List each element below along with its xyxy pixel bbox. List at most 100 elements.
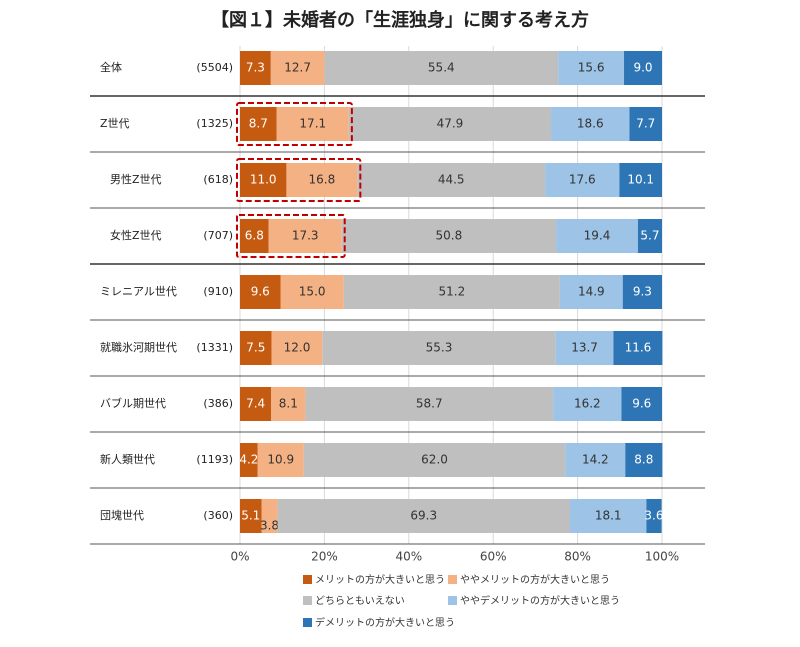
bar-segment [637,219,662,253]
data-label: 7.4 [246,397,265,411]
bar-segment [240,387,272,421]
bar-segment [240,331,272,365]
highlight-box [236,102,353,146]
data-label: 58.7 [416,397,443,411]
x-tick-label: 40% [395,550,422,564]
data-label: 18.6 [577,117,604,131]
bar-segment [348,107,552,141]
legend-label: どちらともいえない [315,595,405,607]
bar-segment [303,443,566,477]
bar-segment [559,275,623,309]
data-label: 9.0 [633,61,652,75]
data-label: 8.8 [634,453,653,467]
data-label: 18.1 [595,509,622,523]
data-label: 5.7 [640,229,659,243]
bar-segment [619,163,662,197]
data-label: 44.5 [438,173,465,187]
sample-size-label: (707) [203,229,233,242]
data-label: 9.6 [632,397,651,411]
data-label: 7.7 [636,117,655,131]
bar-segment [271,331,323,365]
bar-segment [240,51,271,85]
data-label: 11.6 [625,341,652,355]
data-label: 17.3 [292,229,319,243]
category-label: 男性Z世代 [110,172,162,186]
data-label: 9.3 [633,285,652,299]
data-label: 15.6 [578,61,605,75]
bar-segment [271,387,306,421]
bar-segment [240,219,269,253]
bar-segment [613,331,663,365]
data-label: 6.8 [245,229,264,243]
data-label: 55.3 [426,341,453,355]
legend-swatch [448,575,457,584]
bar-segment [570,499,647,533]
bar-segment [324,51,559,85]
bar-segment [240,107,277,141]
legend-label: ややデメリットの方が大きいと思う [460,594,620,607]
data-label: 10.9 [267,453,294,467]
bar-segment [277,499,571,533]
category-label: Z世代 [100,117,130,130]
data-label: 14.2 [582,453,609,467]
bar-segment [646,499,662,533]
bar-segment [268,219,342,253]
data-label: 69.3 [410,509,437,523]
legend-swatch [448,596,457,605]
bar-segment [276,107,349,141]
legend-swatch [303,575,312,584]
x-tick-label: 60% [480,550,507,564]
data-label: 8.7 [249,117,268,131]
data-label: 7.5 [246,341,265,355]
data-label: 11.0 [250,173,277,187]
bar-segment [240,275,281,309]
data-label: 3.8 [260,519,279,533]
bar-segment [270,51,325,85]
data-label: 13.7 [571,341,598,355]
sample-size-label: (1331) [196,341,233,354]
category-label: 女性Z世代 [110,228,162,242]
bar-segment [553,387,622,421]
legend-label: デメリットの方が大きいと思う [315,616,455,629]
bar-segment [343,275,560,309]
x-tick-label: 100% [645,550,679,564]
bar-segment [625,443,663,477]
data-label: 14.9 [578,285,605,299]
data-label: 5.1 [241,509,260,523]
data-label: 12.0 [284,341,311,355]
data-label: 10.1 [627,173,654,187]
bar-segment [622,275,662,309]
bar-segment [322,331,556,365]
bar-segment [261,499,278,533]
data-label: 47.9 [437,117,464,131]
bar-segment [551,107,630,141]
x-tick-label: 0% [230,550,249,564]
sample-size-label: (910) [203,285,233,298]
legend-swatch [303,618,312,627]
bar-segment [341,219,557,253]
data-label: 51.2 [438,285,465,299]
sample-size-label: (1325) [196,117,233,130]
bar-segment [305,387,554,421]
data-label: 12.7 [284,61,311,75]
x-tick-label: 20% [311,550,338,564]
sample-size-label: (618) [203,173,233,186]
bar-segment [240,499,262,533]
sample-size-label: (5504) [196,61,233,74]
data-label: 17.1 [299,117,326,131]
data-label: 19.4 [584,229,611,243]
data-label: 4.2 [239,453,258,467]
data-label: 9.6 [251,285,270,299]
bar-segment [240,163,287,197]
data-label: 62.0 [421,453,448,467]
bar-segment [240,443,258,477]
data-label: 3.6 [644,509,663,523]
bar-segment [556,219,638,253]
chart-title: 【図１】未婚者の「生涯独身」に関する考え方 [211,10,589,31]
data-label: 16.2 [574,397,601,411]
legend-label: メリットの方が大きいと思う [315,573,445,586]
bar-segment [558,51,625,85]
x-tick-label: 80% [564,550,591,564]
data-label: 50.8 [436,229,463,243]
